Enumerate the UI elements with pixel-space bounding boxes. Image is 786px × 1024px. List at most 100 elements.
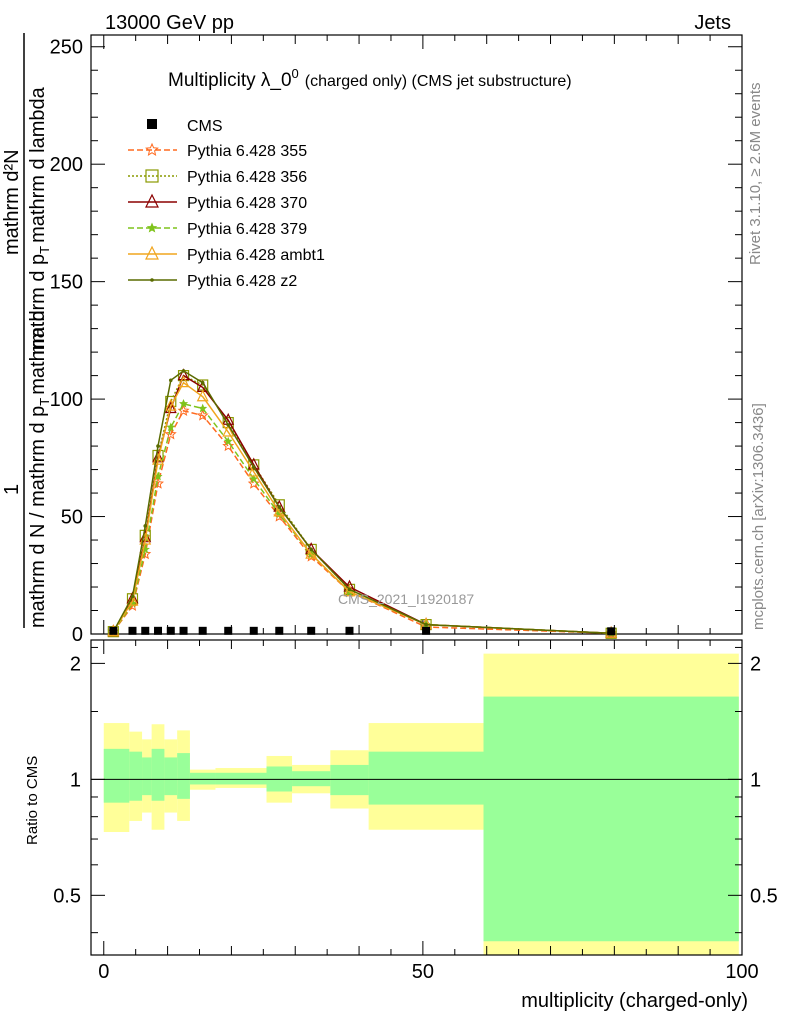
ylabel-top-rest: mathrm d pTmathrm d lambda bbox=[27, 86, 52, 355]
x-axis-label: multiplicity (charged-only) bbox=[521, 990, 748, 1012]
ratio-band-green bbox=[177, 753, 190, 799]
series-marker bbox=[222, 424, 235, 437]
x-tick-label: 50 bbox=[412, 961, 434, 983]
series-marker bbox=[347, 587, 352, 592]
legend-label: Pythia 6.428 356 bbox=[187, 169, 307, 186]
ratio-y-tick-label: 1 bbox=[750, 769, 761, 791]
data-point bbox=[154, 626, 163, 635]
series-marker bbox=[177, 368, 190, 381]
legend-label: Pythia 6.428 355 bbox=[187, 143, 307, 160]
series-marker bbox=[145, 193, 159, 208]
data-point bbox=[109, 626, 118, 635]
series-marker bbox=[164, 398, 177, 411]
series-marker bbox=[140, 544, 150, 554]
data-point bbox=[345, 626, 354, 635]
header-left: 13000 GeV pp bbox=[105, 12, 234, 34]
series-marker bbox=[198, 403, 208, 413]
data-point bbox=[249, 626, 258, 635]
series-marker bbox=[247, 477, 260, 489]
series-marker bbox=[277, 505, 282, 509]
series-marker bbox=[145, 142, 159, 156]
ratio-band-green bbox=[330, 764, 369, 796]
ylabel-numerator: 1 bbox=[1, 484, 23, 495]
series-marker bbox=[145, 245, 159, 260]
series-marker bbox=[273, 510, 286, 522]
series-marker bbox=[222, 416, 234, 429]
ratio-ylabel: Ratio to CMS bbox=[24, 756, 41, 845]
ratio-band-green bbox=[164, 757, 178, 796]
legend-label: Pythia 6.428 370 bbox=[187, 195, 307, 212]
ratio-frame bbox=[90, 639, 743, 956]
data-point bbox=[147, 119, 157, 129]
data-point bbox=[275, 626, 284, 635]
series-marker bbox=[143, 524, 148, 528]
data-point bbox=[422, 626, 431, 635]
watermark: CMS_2021_I1920187 bbox=[338, 591, 474, 607]
ratio-band-green bbox=[368, 751, 484, 805]
y-tick-label: 150 bbox=[50, 272, 83, 294]
series-marker bbox=[164, 401, 177, 414]
series-line bbox=[112, 369, 612, 635]
ratio-plot-panel: 0 50 100 0.5 0.5 1 1 2 2 bbox=[53, 639, 778, 983]
mcplots-label: mcplots.cern.ch [arXiv:1306.3436] bbox=[750, 403, 767, 630]
ratio-band-green bbox=[292, 771, 331, 787]
ratio-y-tick-label: 1 bbox=[70, 769, 81, 791]
ratio-band-green bbox=[151, 748, 165, 801]
series-marker bbox=[150, 278, 154, 282]
series-marker bbox=[164, 427, 177, 440]
legend-label: Pythia 6.428 379 bbox=[187, 221, 307, 238]
x-tick-label: 0 bbox=[98, 961, 109, 983]
ratio-y-tick-label: 2 bbox=[70, 653, 81, 675]
series-marker bbox=[181, 369, 186, 373]
series-marker bbox=[130, 594, 135, 599]
legend-label: Pythia 6.428 z2 bbox=[187, 273, 297, 290]
series-line bbox=[112, 381, 612, 635]
main-frame bbox=[90, 34, 743, 635]
y-tick-label: 0 bbox=[72, 624, 83, 646]
ratio-band-green bbox=[142, 757, 152, 796]
y-tick-label: 50 bbox=[61, 507, 83, 529]
ylabel-top: mathrm d²N bbox=[1, 149, 23, 255]
header-right: Jets bbox=[694, 12, 731, 34]
main-plot-panel: 0 50 100 150 200 250 bbox=[50, 34, 743, 646]
series-marker bbox=[200, 380, 205, 385]
data-point bbox=[141, 626, 150, 635]
data-point bbox=[198, 626, 207, 635]
ylabel-denominator: mathrm d N / mathrm d pTmathrm d bbox=[27, 310, 52, 628]
series-marker bbox=[226, 423, 231, 427]
ratio-band-green bbox=[483, 696, 739, 942]
series-marker bbox=[177, 375, 190, 388]
ratio-y-tick-label: 0.5 bbox=[750, 885, 778, 907]
series-marker bbox=[196, 409, 209, 421]
main-ylabel: 1 mathrm d N / mathrm d pTmathrm d mathr… bbox=[1, 33, 52, 628]
data-point bbox=[224, 626, 233, 635]
y-tick-label: 100 bbox=[50, 389, 83, 411]
ratio-band-green bbox=[129, 751, 143, 801]
ratio-y-tick-label: 2 bbox=[750, 653, 761, 675]
series-marker bbox=[178, 399, 189, 408]
ratio-y-tick-label: 0.5 bbox=[53, 885, 81, 907]
data-point bbox=[166, 626, 175, 635]
data-point bbox=[179, 626, 188, 635]
series-marker bbox=[251, 465, 256, 470]
legend-label: CMS bbox=[187, 118, 223, 135]
series-marker bbox=[249, 474, 259, 483]
series-marker bbox=[166, 422, 176, 432]
data-point bbox=[607, 627, 616, 636]
ratio-band-green bbox=[103, 748, 130, 803]
series-marker bbox=[168, 378, 173, 383]
series-line bbox=[112, 409, 612, 635]
series-marker bbox=[156, 444, 160, 448]
x-tick-label: 100 bbox=[725, 961, 758, 983]
rivet-label: Rivet 3.1.10, ≥ 2.6M events bbox=[747, 83, 764, 266]
series-marker bbox=[305, 546, 318, 559]
legend: CMS Pythia 6.428 355 Pythia 6.428 356 Pythi… bbox=[128, 118, 325, 290]
series-marker bbox=[309, 547, 313, 552]
legend-label: Pythia 6.428 ambt1 bbox=[187, 247, 325, 264]
series-marker bbox=[196, 389, 209, 402]
y-tick-label: 250 bbox=[50, 37, 83, 59]
ratio-band-green bbox=[215, 772, 267, 785]
plot-title: Multiplicity λ_00 (charged only) (CMS jet… bbox=[168, 66, 572, 91]
series-marker bbox=[223, 436, 233, 446]
series-marker bbox=[145, 169, 159, 183]
